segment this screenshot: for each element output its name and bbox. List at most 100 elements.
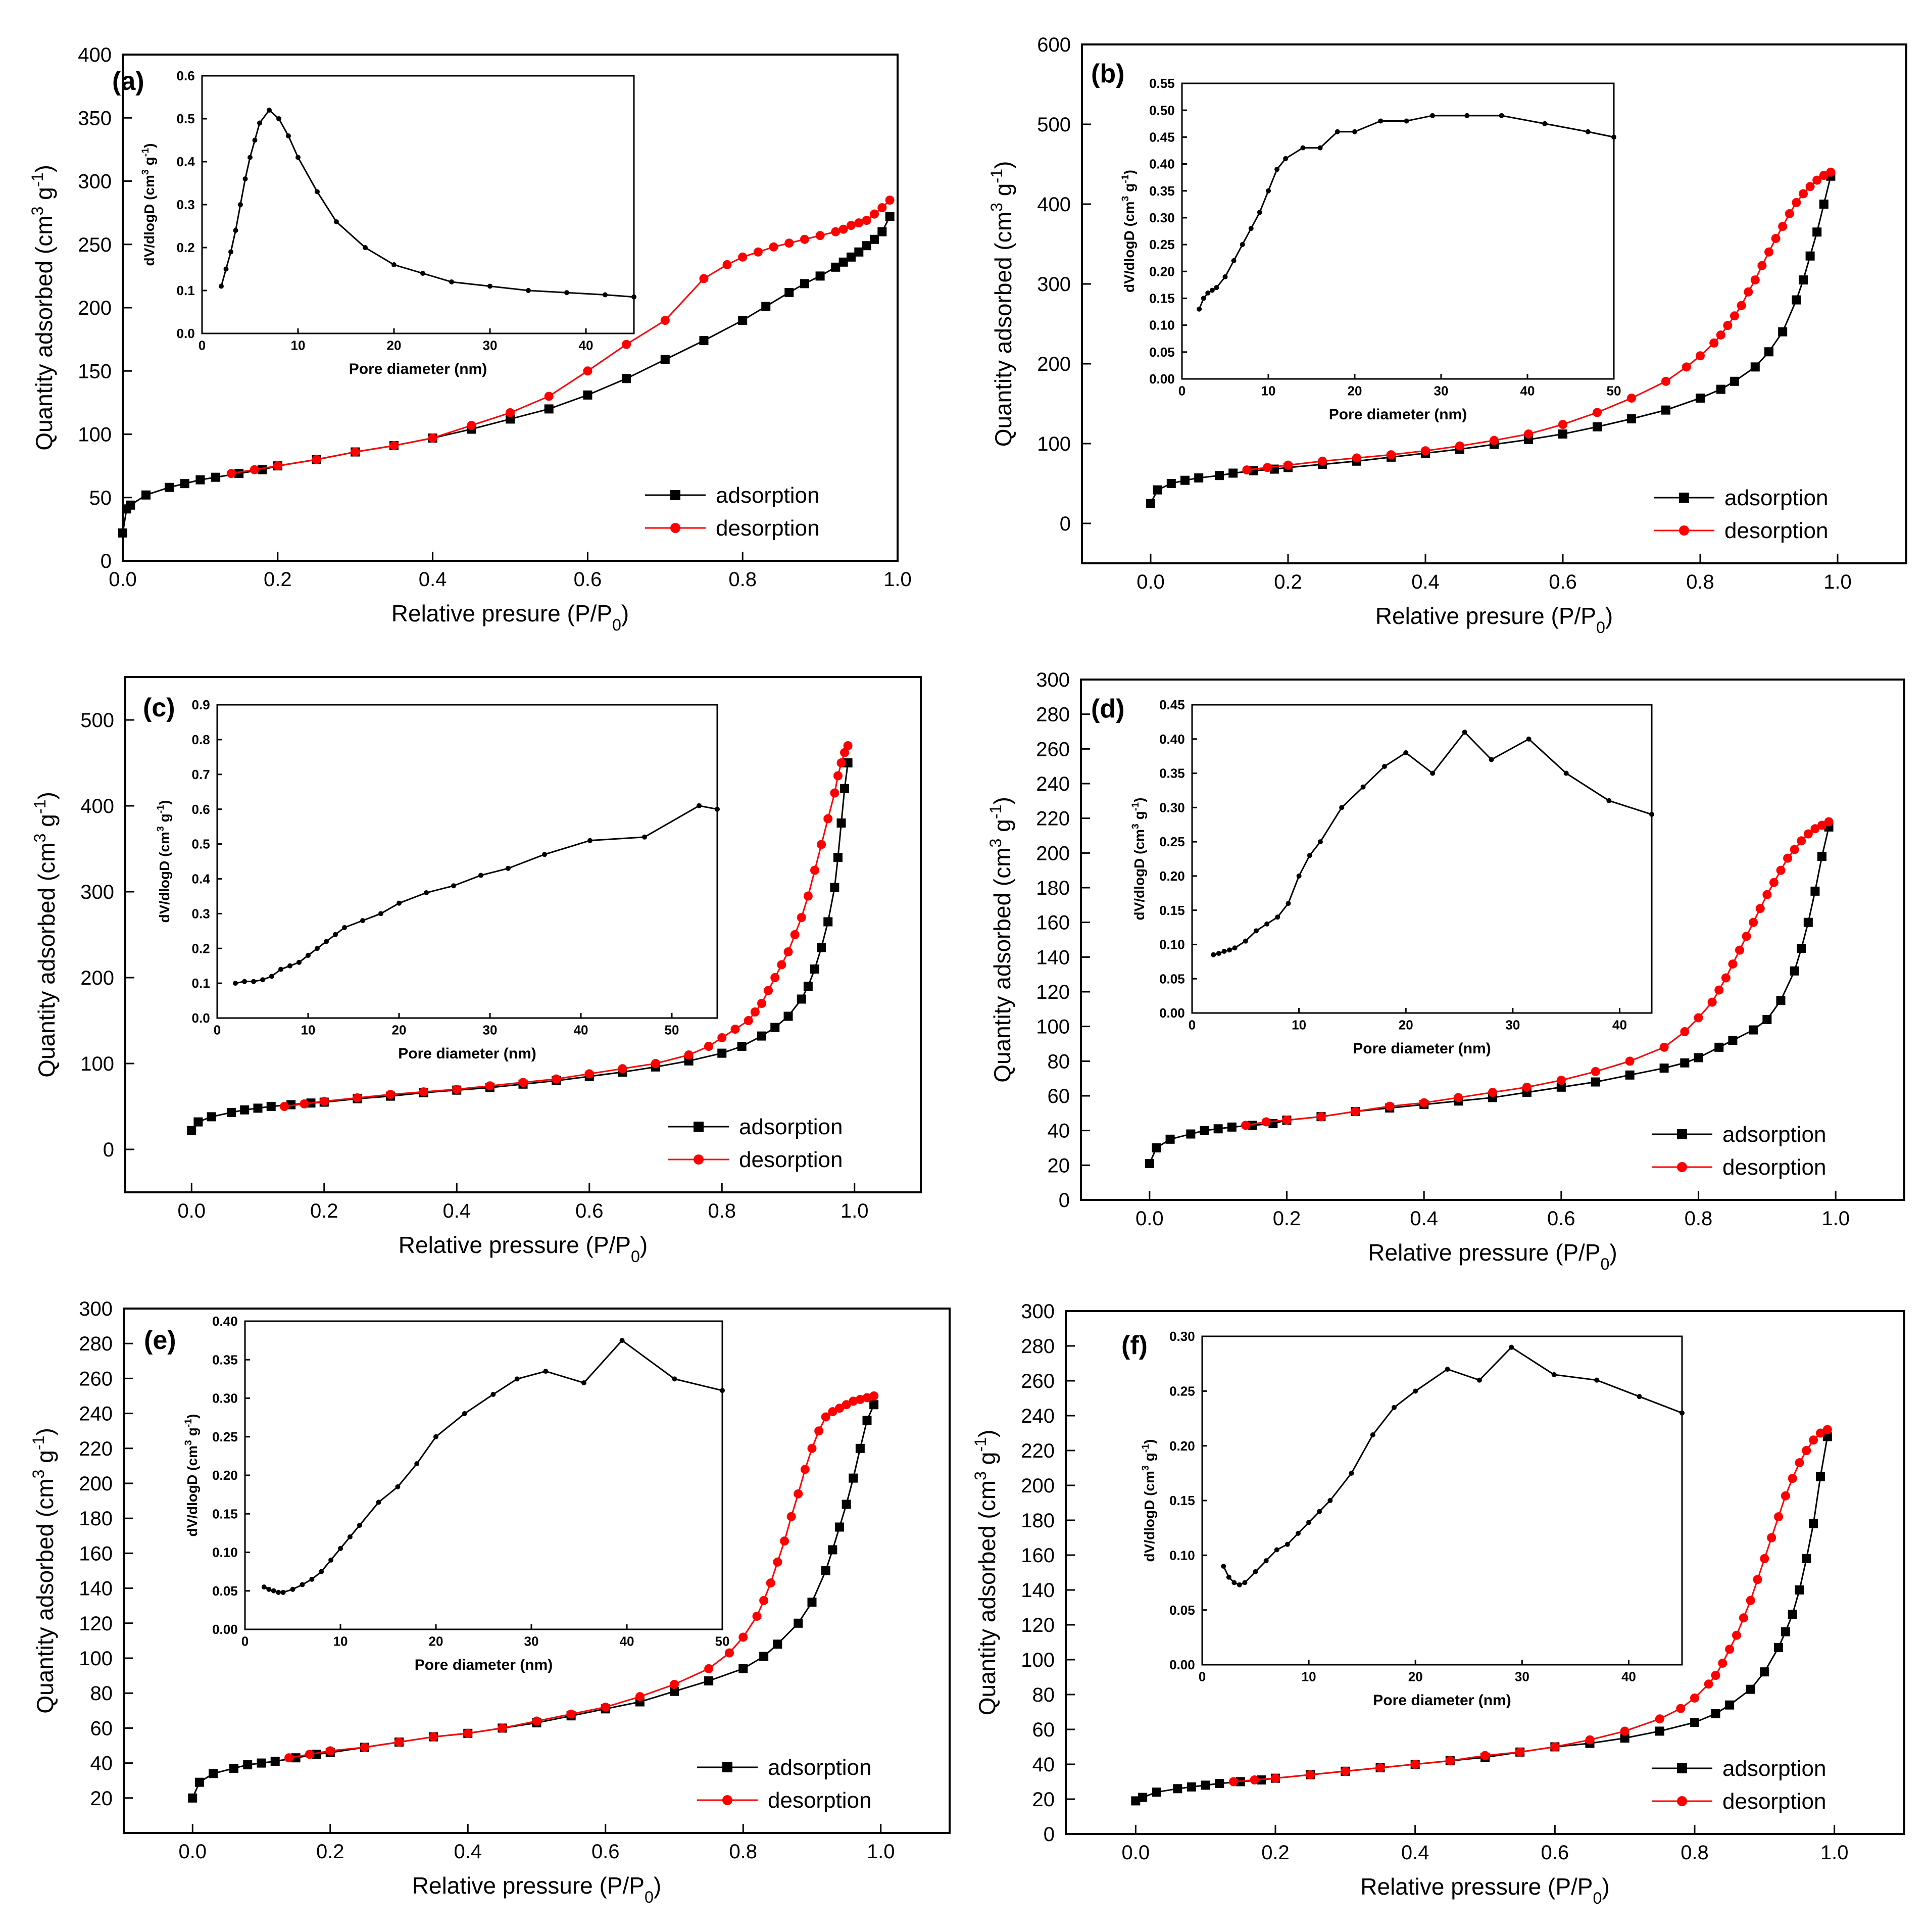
adsorption-point bbox=[738, 316, 748, 325]
inset-point bbox=[1221, 1564, 1226, 1569]
panel-label: (f) bbox=[1121, 1331, 1148, 1360]
desorption-point bbox=[1263, 463, 1272, 472]
adsorption-point bbox=[583, 390, 592, 400]
inset-x-tick-label: 20 bbox=[1408, 1669, 1423, 1684]
inset-y-tick-label: 0.1 bbox=[177, 283, 195, 298]
y-tick-label: 60 bbox=[1032, 1719, 1055, 1741]
inset-y-tick-label: 0.20 bbox=[212, 1468, 238, 1483]
adsorption-point bbox=[257, 1758, 266, 1768]
inset-y-tick-label: 0.05 bbox=[1149, 345, 1175, 360]
desorption-point bbox=[1797, 836, 1806, 846]
adsorption-point bbox=[846, 252, 856, 262]
desorption-point bbox=[1739, 1613, 1748, 1623]
adsorption-point bbox=[1774, 1643, 1783, 1652]
y-axis-title: Quantity adsorbed (cm3 g-1) bbox=[28, 165, 57, 451]
legend-marker-adsorption bbox=[722, 1762, 732, 1772]
desorption-point bbox=[1585, 1735, 1595, 1745]
desorption-point bbox=[1421, 446, 1430, 456]
legend-label-adsorption: adsorption bbox=[768, 1755, 871, 1780]
inset-point bbox=[342, 925, 347, 930]
adsorption-point bbox=[784, 287, 794, 297]
inset-point bbox=[449, 279, 454, 284]
adsorption-point bbox=[1696, 393, 1705, 403]
inset-y-tick-label: 0.20 bbox=[1149, 264, 1175, 279]
series-line-desorption bbox=[1247, 171, 1832, 471]
inset-point bbox=[451, 883, 456, 889]
y-tick-label: 260 bbox=[79, 1368, 113, 1390]
inset-point bbox=[420, 271, 425, 276]
inset-y-tick-label: 0.00 bbox=[1149, 371, 1175, 387]
desorption-point bbox=[506, 408, 515, 417]
desorption-point bbox=[1387, 450, 1396, 460]
inset-point bbox=[280, 1589, 286, 1595]
inset-y-tick-label: 0.30 bbox=[1159, 800, 1185, 815]
series-line-desorption bbox=[1245, 821, 1830, 1126]
adsorption-point bbox=[823, 917, 833, 927]
adsorption-point bbox=[1153, 485, 1162, 495]
desorption-point bbox=[660, 316, 670, 325]
inset-y-tick-label: 0.2 bbox=[192, 941, 210, 956]
inset-plot-frame bbox=[1181, 82, 1615, 380]
inset-point bbox=[1317, 145, 1323, 151]
inset-point bbox=[1306, 1520, 1312, 1525]
desorption-point bbox=[1655, 1714, 1664, 1724]
desorption-point bbox=[622, 340, 631, 349]
inset-point bbox=[1611, 134, 1616, 140]
desorption-point bbox=[738, 1632, 748, 1642]
inset-point bbox=[1211, 952, 1216, 957]
legend-marker-desorption bbox=[1679, 525, 1689, 536]
inset-y-tick-label: 0.3 bbox=[192, 906, 210, 921]
panel-d: 0.0 0.2 0.4 0.6 0.8 1.00204060801001201401601… bbox=[986, 669, 1905, 1273]
adsorption-point bbox=[1764, 347, 1773, 357]
adsorption-point bbox=[1165, 1134, 1175, 1144]
desorption-point bbox=[1690, 1693, 1699, 1703]
y-tick-label: 120 bbox=[79, 1613, 113, 1635]
inset-point bbox=[1231, 258, 1237, 263]
inset-point bbox=[1509, 1344, 1514, 1350]
inset-point bbox=[306, 953, 311, 958]
inset-y-tick-label: 0.25 bbox=[1169, 1383, 1195, 1398]
desorption-point bbox=[428, 433, 437, 443]
x-tick-label: 0.2 bbox=[310, 1200, 338, 1222]
adsorption-point bbox=[1817, 852, 1826, 861]
inset-point bbox=[424, 890, 429, 895]
adsorption-point bbox=[849, 1473, 858, 1483]
inset-point bbox=[290, 1586, 295, 1592]
y-tick-label: 180 bbox=[79, 1508, 113, 1530]
desorption-point bbox=[783, 947, 793, 956]
adsorption-point bbox=[622, 374, 631, 383]
desorption-point bbox=[1744, 287, 1753, 297]
inset-point bbox=[1339, 805, 1345, 810]
desorption-point bbox=[1769, 878, 1779, 887]
panel-f: 0.0 0.2 0.4 0.6 0.8 1.00204060801001201401601… bbox=[971, 1300, 1905, 1907]
adsorption-point bbox=[1556, 1082, 1566, 1092]
y-tick-label: 120 bbox=[1036, 981, 1070, 1003]
desorption-point bbox=[1762, 890, 1772, 899]
desorption-point bbox=[544, 392, 554, 401]
inset-point bbox=[697, 803, 702, 808]
desorption-point bbox=[835, 1404, 844, 1413]
adsorption-point bbox=[842, 1500, 851, 1509]
adsorption-point bbox=[1200, 1126, 1209, 1135]
desorption-point bbox=[1659, 1042, 1669, 1052]
inset-point bbox=[309, 1576, 315, 1582]
desorption-point bbox=[300, 1099, 309, 1108]
adsorption-point bbox=[1778, 327, 1788, 336]
desorption-point bbox=[704, 1664, 714, 1673]
adsorption-point bbox=[1795, 1585, 1804, 1595]
adsorption-point bbox=[1215, 1778, 1224, 1788]
inset-y-tick-label: 0.40 bbox=[212, 1314, 238, 1329]
inset-point bbox=[1231, 1580, 1237, 1585]
desorption-point bbox=[1728, 959, 1738, 969]
desorption-point bbox=[1792, 198, 1801, 207]
desorption-point bbox=[1725, 1645, 1735, 1654]
desorption-point bbox=[1819, 171, 1829, 180]
y-tick-label: 160 bbox=[1036, 912, 1070, 934]
y-tick-label: 40 bbox=[1032, 1754, 1055, 1776]
inset-point bbox=[1243, 938, 1248, 944]
desorption-point bbox=[757, 999, 766, 1008]
y-tick-label: 280 bbox=[79, 1333, 113, 1355]
inset-y-tick-label: 0.10 bbox=[1159, 937, 1185, 952]
inset-y-tick-label: 0.10 bbox=[212, 1545, 238, 1560]
inset-point bbox=[672, 1376, 677, 1382]
